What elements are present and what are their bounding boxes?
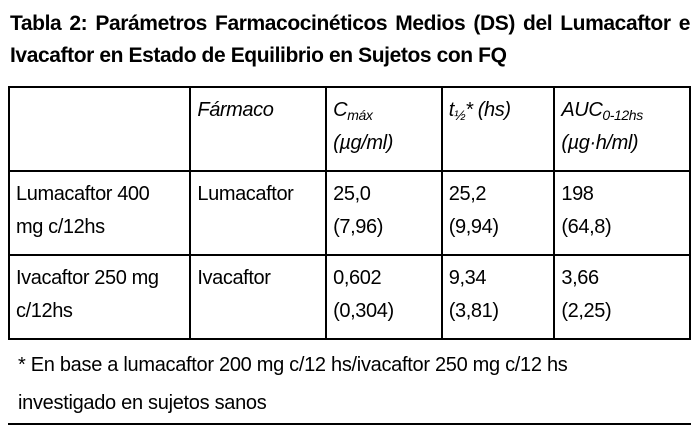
header-sub: 0-12hs <box>602 107 643 123</box>
cell-line: (7,96) <box>333 216 383 238</box>
data-cell: Ivacaftor 250 mg c/12hs <box>7 254 192 340</box>
cell-line: mg c/12hs <box>16 216 105 238</box>
data-cell: 25,2 (9,94) <box>440 170 556 256</box>
data-cell: 0,602 (0,304) <box>325 254 443 340</box>
bottom-rule <box>8 423 691 425</box>
cell-line: 3,66 <box>561 267 599 289</box>
cell-line: Lumacaftor <box>197 183 294 205</box>
header-main: t <box>448 99 455 121</box>
cell-line: Ivacaftor 250 mg <box>16 267 159 289</box>
cell-line: 25,0 <box>333 183 371 205</box>
data-cell: Lumacaftor <box>189 170 328 256</box>
data-cell: Lumacaftor 400 mg c/12hs <box>7 170 192 256</box>
cell-line: 0,602 <box>333 267 382 289</box>
data-cell: Ivacaftor <box>189 254 328 340</box>
header-sub: máx <box>347 107 373 123</box>
data-cell: 3,66 (2,25) <box>553 254 691 340</box>
footnote: * En base a lumacaftor 200 mg c/12 hs/iv… <box>18 346 690 422</box>
cell-line: 198 <box>561 183 594 205</box>
cell-line: 9,34 <box>448 267 487 289</box>
header-cell: t½* (hs) <box>440 86 556 172</box>
cell-line: (2,25) <box>561 300 612 322</box>
data-row: Ivacaftor 250 mg c/12hs Ivacaftor 0,602 (0,3… <box>7 254 691 340</box>
header-sub: ½ <box>453 107 466 123</box>
header-main: Fármaco <box>197 99 274 121</box>
data-cell: 9,34 (3,81) <box>440 254 556 340</box>
cell-line: (3,81) <box>448 300 499 322</box>
table: Fármaco Cmáx (µg/ml) t½* (hs) AUC0-12hs (µg·h… <box>7 86 691 340</box>
cell-line: (0,304) <box>333 300 394 322</box>
data-row: Lumacaftor 400 mg c/12hs Lumacaftor 25,0 (7,… <box>7 170 691 256</box>
data-cell: 25,0 (7,96) <box>325 170 443 256</box>
table-title: Tabla 2: Parámetros Farmacocinéticos Med… <box>10 12 690 67</box>
header-line: Fármaco <box>197 99 274 121</box>
header-unit: (µg/ml) <box>333 132 393 154</box>
header-line: t½* (hs) <box>448 99 511 123</box>
cell-line: Lumacaftor 400 <box>16 183 150 205</box>
header-main: AUC <box>561 99 603 121</box>
cell-line: (64,8) <box>561 216 612 238</box>
header-row: Fármaco Cmáx (µg/ml) t½* (hs) AUC0-12hs (µg·h… <box>7 86 691 172</box>
header-cell <box>7 86 192 172</box>
data-cell: 198 (64,8) <box>553 170 691 256</box>
cell-line: c/12hs <box>16 300 73 322</box>
footnote-line: investigado en sujetos sanos <box>18 392 267 414</box>
header-cell: AUC0-12hs (µg·h/ml) <box>553 86 691 172</box>
footnote-line: * En base a lumacaftor 200 mg c/12 hs/iv… <box>18 354 568 376</box>
header-cell: Fármaco <box>189 86 328 172</box>
cell-line: (9,94) <box>448 216 499 238</box>
header-rest: * (hs) <box>465 99 511 121</box>
header-unit: (µg·h/ml) <box>561 132 639 154</box>
header-cell: Cmáx (µg/ml) <box>325 86 443 172</box>
header-main: C <box>333 99 348 121</box>
header-line: Cmáx <box>333 99 373 123</box>
cell-line: 25,2 <box>448 183 487 205</box>
header-line: AUC0-12hs <box>561 99 643 123</box>
cell-line: Ivacaftor <box>197 267 271 289</box>
